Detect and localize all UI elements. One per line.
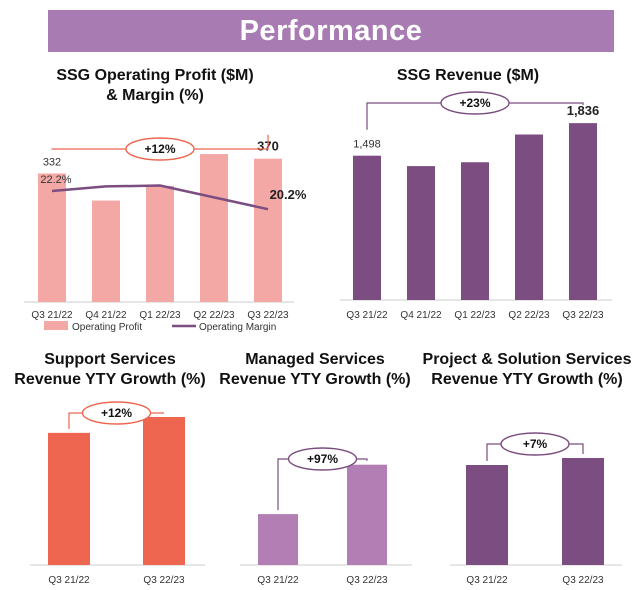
support-tick-label: Q3 22/23 xyxy=(143,575,185,586)
rev-data-label: 1,498 xyxy=(353,139,381,151)
project-tick-label: Q3 21/22 xyxy=(466,575,508,586)
op-title-line: SSG Operating Profit ($M) xyxy=(56,67,253,84)
rev-bar xyxy=(569,123,597,301)
op-legend-label: Operating Profit xyxy=(72,322,142,333)
support-title-line: Support Services xyxy=(44,351,176,368)
rev-tick-label: Q4 21/22 xyxy=(400,310,442,321)
op-bar xyxy=(92,200,120,302)
managed-bar xyxy=(347,464,387,565)
rev-data-label: 1,836 xyxy=(567,103,600,118)
project-bar xyxy=(466,465,508,565)
rev-bar xyxy=(353,155,381,300)
managed-title-line: Revenue YTY Growth (%) xyxy=(219,371,410,388)
rev-growth-label: +23% xyxy=(459,96,490,110)
rev-tick-label: Q3 22/23 xyxy=(562,310,604,321)
project-growth-oval xyxy=(500,432,570,456)
managed-tick-label: Q3 21/22 xyxy=(257,575,299,586)
managed-bar xyxy=(258,514,298,565)
managed-title-line: Managed Services xyxy=(245,351,385,368)
rev-bar xyxy=(461,162,489,300)
rev-title-line: SSG Revenue ($M) xyxy=(397,67,539,84)
op-profit-data-label: 332 xyxy=(43,156,61,168)
project-title-line: Project & Solution Services xyxy=(423,351,632,368)
op-bar xyxy=(38,173,66,302)
support-growth-oval xyxy=(81,401,152,425)
support-growth-label: +12% xyxy=(101,406,132,420)
op-legend-label: Operating Margin xyxy=(199,322,276,333)
rev-growth-oval xyxy=(440,91,510,115)
op-bar xyxy=(200,154,228,302)
op-bar xyxy=(254,158,282,302)
op-tick-label: Q4 21/22 xyxy=(85,310,127,321)
rev-tick-label: Q2 22/23 xyxy=(508,310,550,321)
op-tick-label: Q1 22/23 xyxy=(139,310,181,321)
op-growth-label: +12% xyxy=(144,142,175,156)
rev-bar xyxy=(515,134,543,300)
op-margin-line xyxy=(51,184,269,211)
managed-growth-oval xyxy=(287,447,358,471)
op-title-line: & Margin (%) xyxy=(106,87,204,104)
project-growth-label: +7% xyxy=(523,437,548,451)
op-bar xyxy=(146,185,174,302)
rev-tick-label: Q1 22/23 xyxy=(454,310,496,321)
op-legend-swatch-profit xyxy=(44,321,68,330)
title-banner: Performance xyxy=(48,10,614,52)
op-growth-oval xyxy=(125,137,195,161)
op-tick-label: Q3 22/23 xyxy=(247,310,289,321)
page-title: Performance xyxy=(239,14,423,47)
rev-tick-label: Q3 21/22 xyxy=(346,310,388,321)
managed-tick-label: Q3 22/23 xyxy=(346,575,388,586)
support-bar xyxy=(48,432,90,565)
op-margin-data-label: 20.2% xyxy=(270,187,307,202)
managed-growth-label: +97% xyxy=(307,452,338,466)
rev-bar xyxy=(407,166,435,300)
project-title-line: Revenue YTY Growth (%) xyxy=(431,371,622,388)
support-title-line: Revenue YTY Growth (%) xyxy=(14,371,205,388)
project-bar xyxy=(562,458,604,565)
op-margin-data-label: 22.2% xyxy=(40,174,71,186)
support-tick-label: Q3 21/22 xyxy=(48,575,90,586)
support-bar xyxy=(143,417,185,565)
op-tick-label: Q2 22/23 xyxy=(193,310,235,321)
op-tick-label: Q3 21/22 xyxy=(31,310,73,321)
project-tick-label: Q3 22/23 xyxy=(562,575,604,586)
